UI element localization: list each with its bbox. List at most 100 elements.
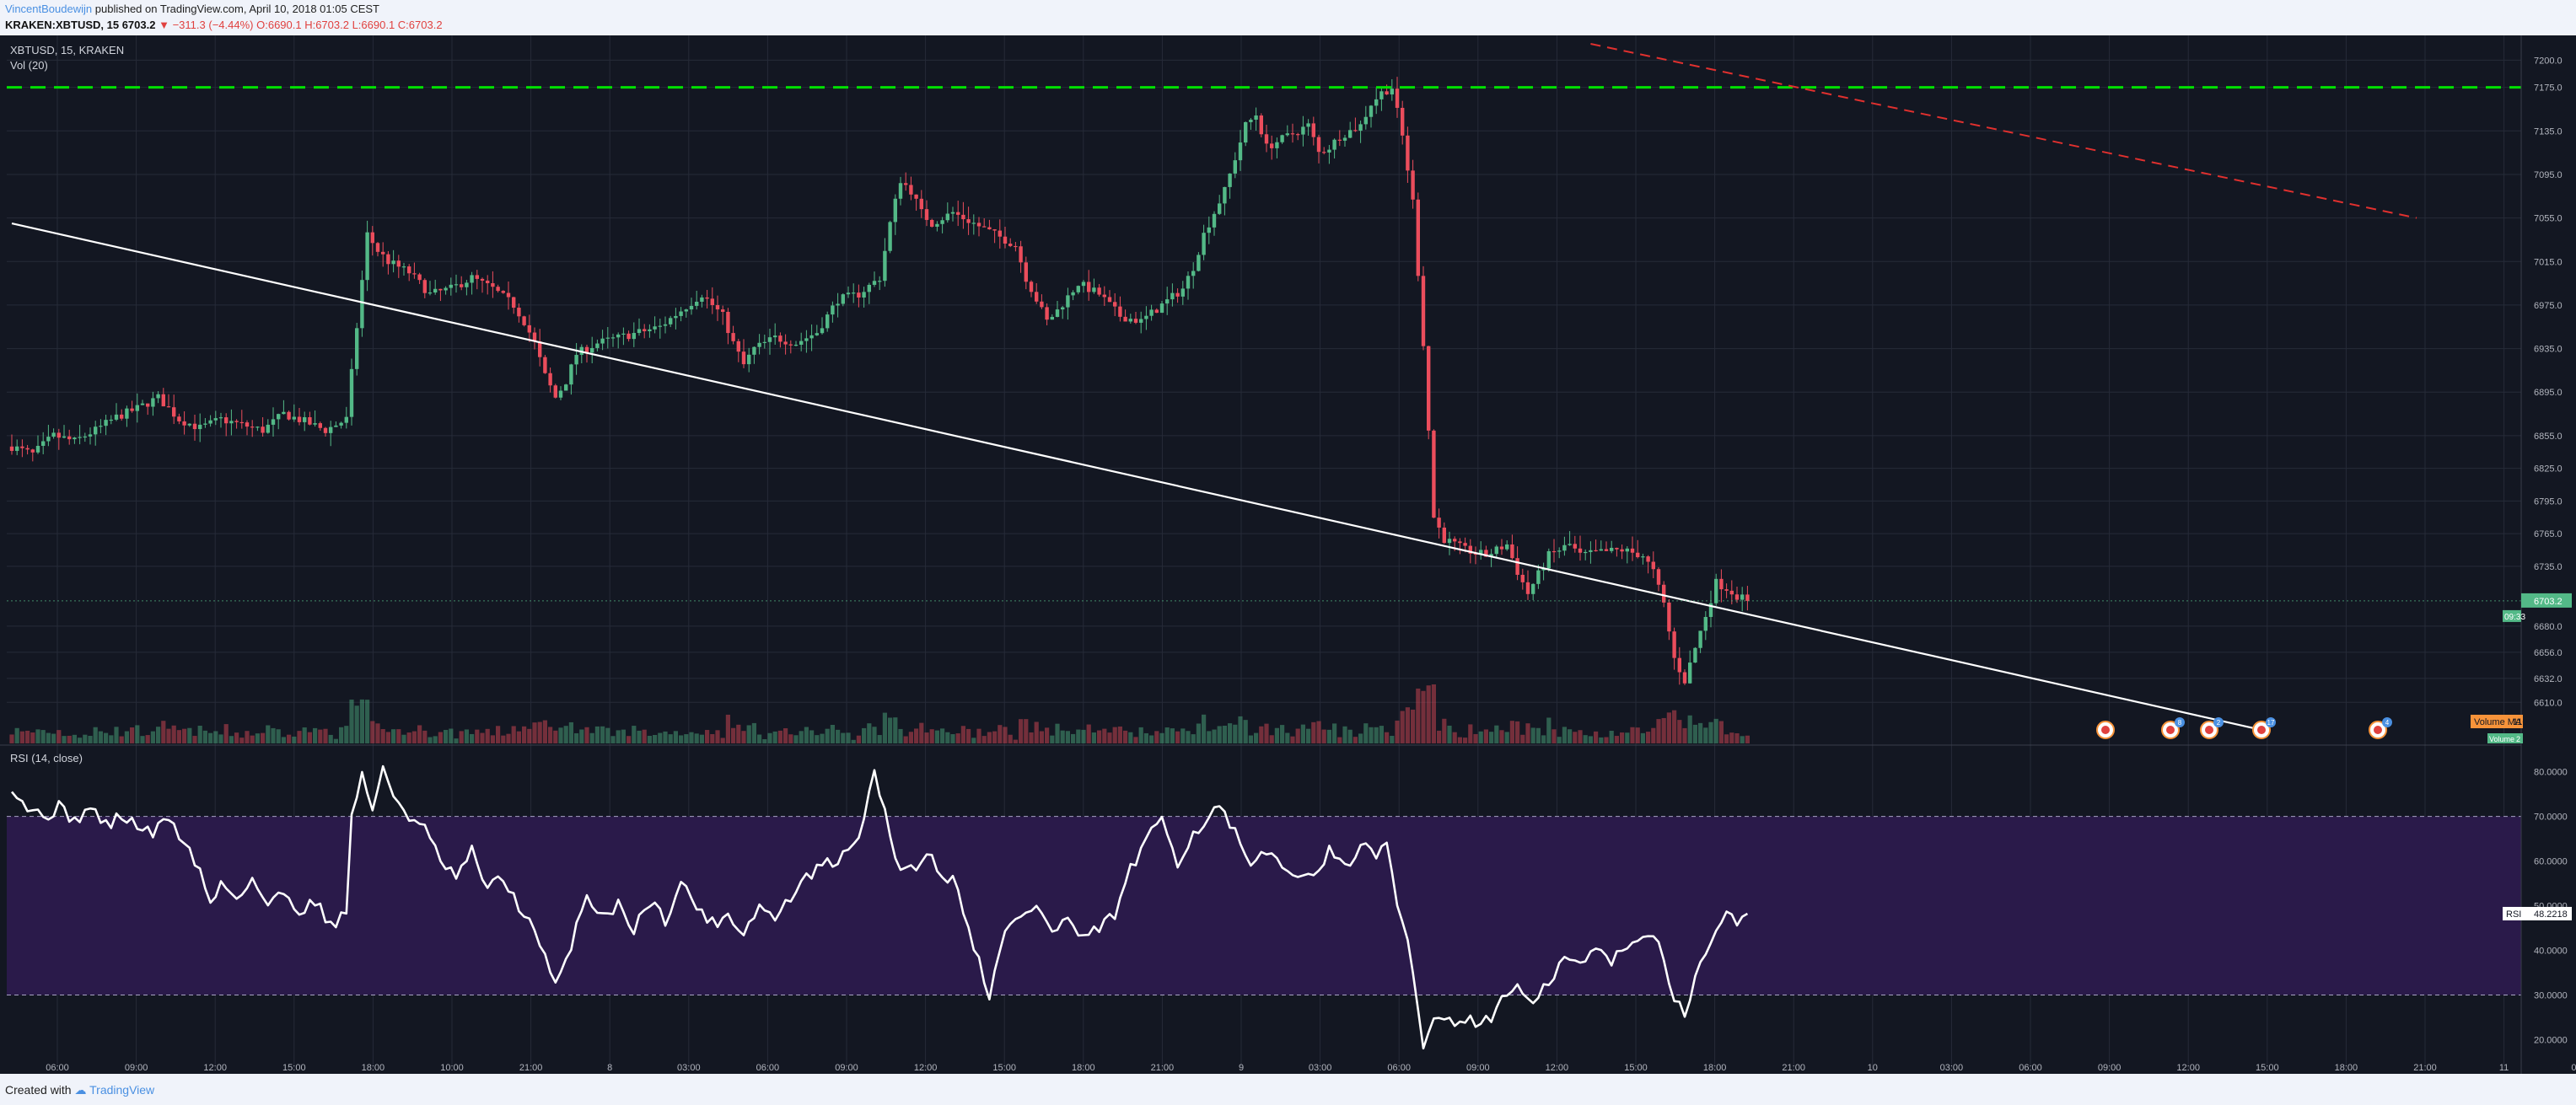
candle-body <box>1604 549 1609 551</box>
volume-bar <box>1724 734 1729 743</box>
candle-body <box>1677 657 1681 673</box>
volume-bar <box>1170 728 1175 743</box>
volume-bar <box>401 734 406 743</box>
last-price-label: 6703.2 <box>2534 597 2563 607</box>
volume-bar <box>1321 729 1326 743</box>
candle-body <box>120 414 124 419</box>
candle-body <box>517 308 521 317</box>
volume-bar <box>1295 728 1300 743</box>
volume-bar <box>475 729 480 743</box>
candle-body <box>1076 286 1080 292</box>
volume-bar <box>1050 735 1055 743</box>
volume-bar <box>25 730 30 743</box>
candle-body <box>1280 135 1284 142</box>
candle-body <box>1092 287 1096 292</box>
candle-body <box>334 425 338 427</box>
volume-bar <box>339 727 344 743</box>
volume-bar <box>762 738 767 743</box>
candle-body <box>637 329 642 334</box>
volume-bar <box>1666 712 1671 743</box>
candle-body <box>412 273 417 275</box>
event-count-bubble <box>2266 717 2276 727</box>
author-link[interactable]: VincentBoudewijn <box>5 3 93 15</box>
candle-body <box>1468 545 1472 554</box>
volume-bar <box>919 722 924 743</box>
candle-body <box>767 337 772 342</box>
drawings[interactable]: 8 2 17 4 <box>7 43 2521 739</box>
volume-bar <box>281 737 286 743</box>
volume-bar <box>485 728 490 743</box>
candle-body <box>146 403 150 407</box>
candle-body <box>757 342 761 347</box>
volume-bar <box>841 732 846 743</box>
flag-icon-center <box>2101 726 2110 734</box>
candle-body <box>1479 550 1483 554</box>
candle-body <box>401 266 406 268</box>
tradingview-link[interactable]: TradingView <box>89 1083 155 1097</box>
candle-body <box>475 275 479 279</box>
time-tick-label: 12:00 <box>914 1063 938 1073</box>
volume-bar <box>1149 735 1154 743</box>
volume-bar <box>1045 727 1050 743</box>
volume-bar <box>266 725 271 743</box>
candle-body <box>793 345 799 346</box>
candle-body <box>762 341 766 343</box>
candle-body <box>1682 672 1687 684</box>
volume-bar <box>1489 732 1494 743</box>
volume-bar <box>1024 719 1029 743</box>
volume-bar <box>966 728 971 743</box>
candle-body <box>669 318 673 325</box>
time-tick-label: 11 <box>2499 1063 2509 1073</box>
volume-ma-value: 110 <box>2513 717 2528 727</box>
candle-body <box>182 421 186 426</box>
candle-body <box>277 414 281 420</box>
volume-bar <box>673 731 678 743</box>
candle-body <box>297 416 302 422</box>
candle-body <box>1348 130 1353 138</box>
volume-bar <box>255 733 260 743</box>
candle-body <box>987 227 992 230</box>
candle-body <box>914 194 918 199</box>
candle-body <box>177 416 181 421</box>
candle-body <box>1045 307 1049 320</box>
candle-body <box>831 305 835 315</box>
volume-bar <box>1280 725 1285 743</box>
candle-body <box>1703 616 1707 631</box>
volume-bar <box>945 732 950 743</box>
candle-body <box>1458 541 1462 544</box>
volume-bar <box>699 734 704 743</box>
candle-body <box>857 292 861 298</box>
volume-bar <box>888 717 893 743</box>
volume-bar <box>1254 732 1259 743</box>
volume-bar <box>67 735 72 743</box>
candle-body <box>1379 91 1384 99</box>
candle-body <box>1139 319 1143 323</box>
time-tick-label: 09:00 <box>125 1063 148 1073</box>
candle-body <box>663 324 668 326</box>
candle-body <box>1159 303 1164 314</box>
footer: Created with ☁ TradingView <box>0 1074 2576 1105</box>
time-tick-label: 03:00 <box>1940 1063 1964 1073</box>
candle-body <box>862 292 866 298</box>
candle-body <box>888 222 892 251</box>
volume-bar <box>981 736 987 743</box>
candle-body <box>616 334 621 338</box>
candle-body <box>1515 558 1519 575</box>
candle-body <box>512 297 516 308</box>
volume-bar <box>1180 728 1186 743</box>
chart-area[interactable]: 8 2 17 4 7200.0 7175.0 7135.0 7095.0 7055.0 7015… <box>0 35 2576 1074</box>
candle-body <box>1285 133 1289 136</box>
volume-bar <box>109 735 114 743</box>
volume-bar <box>1238 716 1243 743</box>
red-downtrend-line <box>1590 43 2417 219</box>
price-tick-label: 6735.0 <box>2534 562 2563 572</box>
volume-bar <box>867 723 872 743</box>
time-tick-label: 12:00 <box>203 1063 227 1073</box>
candle-body <box>506 292 511 298</box>
candle-body <box>1552 550 1557 553</box>
candle-body <box>192 423 197 430</box>
volume-bar <box>846 732 851 743</box>
candle-body <box>287 411 291 420</box>
last-price-badge <box>2521 593 2572 608</box>
volume-bar <box>1457 737 1462 743</box>
